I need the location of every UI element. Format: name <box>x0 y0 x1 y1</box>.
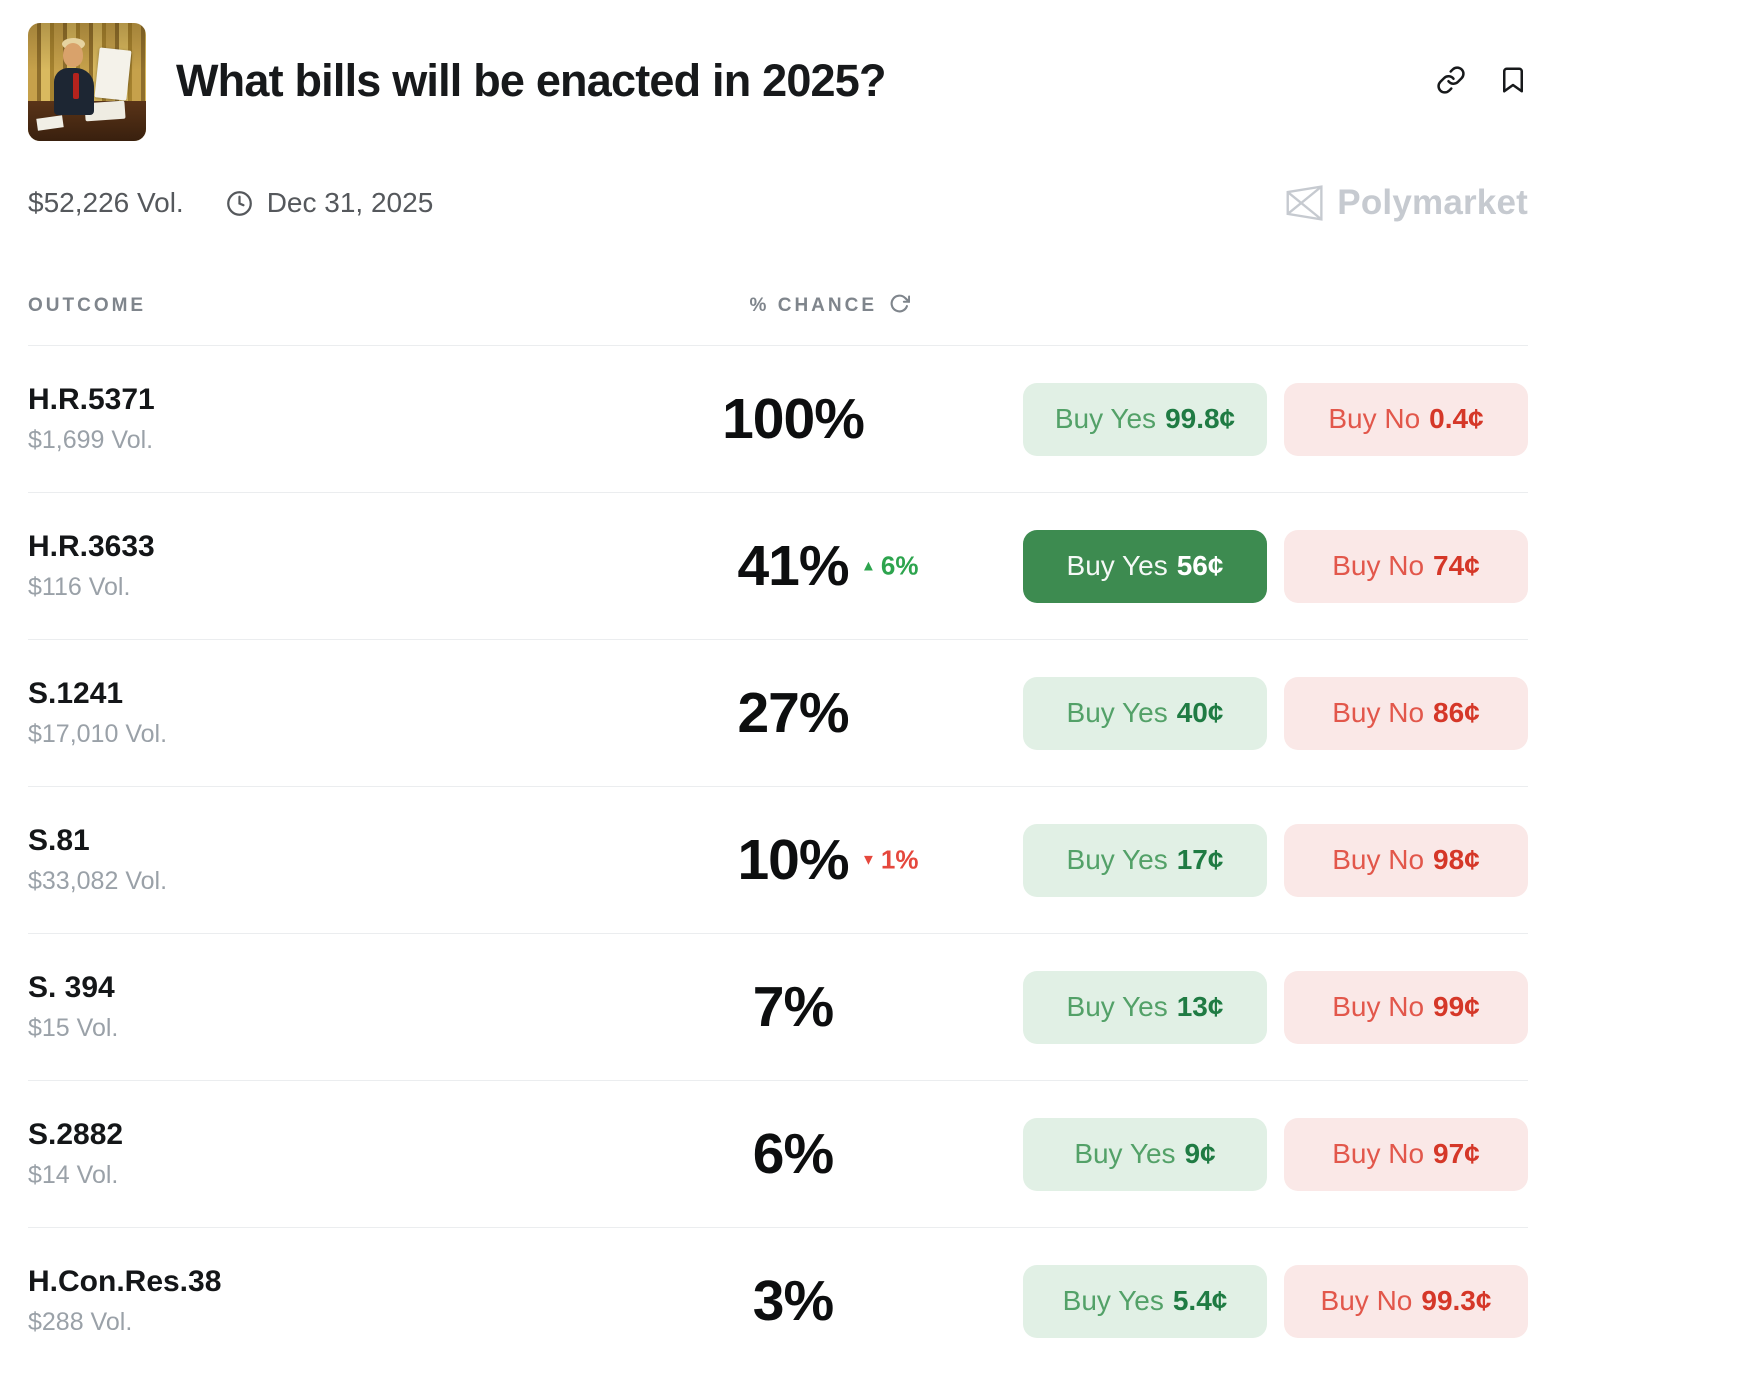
polymarket-logo <box>1286 185 1323 221</box>
buy-no-button[interactable]: Buy No 74¢ <box>1284 529 1528 603</box>
buy-yes-button[interactable]: Buy Yes 5.4¢ <box>1023 1264 1267 1338</box>
outcome-volume: $15 Vol. <box>28 1014 119 1042</box>
buy-no-button[interactable]: Buy No 98¢ <box>1284 823 1528 897</box>
market-title: What bills will be enacted in 2025? <box>176 55 887 106</box>
market-thumbnail-image <box>28 23 146 141</box>
buy-no-label: Buy No <box>1328 403 1421 434</box>
change-arrow-icon: ▼ <box>861 851 876 869</box>
outcome-name: H.R.5371 <box>28 383 155 416</box>
outcome-column-header: OUTCOME <box>28 295 147 316</box>
chance-change: ▲ 6% <box>861 551 918 582</box>
outcome-volume: $1,699 Vol. <box>28 426 154 454</box>
outcome-volume: $14 Vol. <box>28 1161 119 1189</box>
outcome-name: H.R.3633 <box>28 530 155 563</box>
volume-text: $52,226 Vol. <box>28 187 184 218</box>
buy-no-button[interactable]: Buy No 99¢ <box>1284 970 1528 1044</box>
outcome-volume: $33,082 Vol. <box>28 867 168 895</box>
chance-value: 27% <box>737 681 849 745</box>
market-header: What bills will be enacted in 2025? <box>28 23 1528 141</box>
change-value: 1% <box>880 844 919 875</box>
table-row: S.1241 $17,010 Vol. 27% Buy Yes 40¢ Buy … <box>28 639 1528 786</box>
buy-yes-price: 13¢ <box>1176 991 1224 1022</box>
link-icon[interactable] <box>1436 65 1466 100</box>
buy-no-label: Buy No <box>1332 1138 1425 1169</box>
outcome-name: S.2882 <box>28 1118 124 1151</box>
buy-yes-button[interactable]: Buy Yes 9¢ <box>1023 1117 1267 1191</box>
buy-no-price: 99¢ <box>1433 991 1480 1022</box>
buy-yes-label: Buy Yes <box>1062 1285 1164 1316</box>
buy-no-price: 74¢ <box>1433 550 1480 581</box>
buy-yes-button[interactable]: Buy Yes 13¢ <box>1023 970 1267 1044</box>
outcome-name: S. 394 <box>28 971 115 1004</box>
buy-yes-price: 17¢ <box>1176 844 1224 875</box>
buy-yes-label: Buy Yes <box>1066 550 1168 581</box>
buy-no-label: Buy No <box>1332 991 1425 1022</box>
end-date-text: Dec 31, 2025 <box>266 187 434 218</box>
buy-yes-price: 9¢ <box>1184 1138 1216 1169</box>
chance-value: 6% <box>752 1122 834 1186</box>
buy-no-label: Buy No <box>1320 1285 1413 1316</box>
buy-no-button[interactable]: Buy No 86¢ <box>1284 676 1528 750</box>
chance-value: 3% <box>752 1269 834 1333</box>
table-row: H.Con.Res.38 $288 Vol. 3% Buy Yes 5.4¢ B… <box>28 1227 1528 1374</box>
table-row: S.81 $33,082 Vol. 10% ▼ 1% Buy Yes 17¢ B… <box>28 786 1528 933</box>
table-header: OUTCOME % CHANCE <box>28 293 1528 345</box>
clock-icon <box>226 190 253 217</box>
refresh-icon[interactable] <box>889 293 911 319</box>
buy-yes-label: Buy Yes <box>1074 1138 1176 1169</box>
buy-yes-button[interactable]: Buy Yes 99.8¢ <box>1023 382 1267 456</box>
buy-yes-button[interactable]: Buy Yes 40¢ <box>1023 676 1267 750</box>
buy-yes-label: Buy Yes <box>1054 403 1157 434</box>
buy-no-price: 0.4¢ <box>1429 403 1484 434</box>
outcome-name: S.1241 <box>28 677 124 710</box>
chance-column-header: % CHANCE <box>749 295 877 316</box>
buy-no-button[interactable]: Buy No 99.3¢ <box>1284 1264 1528 1338</box>
buy-yes-price: 99.8¢ <box>1165 403 1236 434</box>
buy-no-label: Buy No <box>1332 844 1425 875</box>
buy-no-price: 98¢ <box>1433 844 1480 875</box>
table-row: H.R.3633 $116 Vol. 41% ▲ 6% Buy Yes 56¢ … <box>28 492 1528 639</box>
buy-yes-price: 5.4¢ <box>1172 1285 1228 1316</box>
buy-no-price: 97¢ <box>1433 1138 1480 1169</box>
bookmark-icon[interactable] <box>1498 65 1528 100</box>
buy-no-price: 86¢ <box>1433 697 1480 728</box>
buy-yes-label: Buy Yes <box>1066 697 1168 728</box>
chance-value: 10% <box>737 828 849 892</box>
buy-no-label: Buy No <box>1332 550 1425 581</box>
buy-no-label: Buy No <box>1332 697 1425 728</box>
buy-yes-label: Buy Yes <box>1066 991 1168 1022</box>
outcome-rows: H.R.5371 $1,699 Vol. 100% Buy Yes 99.8¢ … <box>28 345 1528 1374</box>
brand-name: Polymarket <box>1337 183 1528 222</box>
change-arrow-icon: ▲ <box>861 557 876 575</box>
chance-value: 100% <box>722 387 865 451</box>
buy-yes-price: 56¢ <box>1176 550 1224 581</box>
polymarket-brand-link[interactable]: Polymarket <box>1284 183 1528 223</box>
chance-value: 7% <box>752 975 834 1039</box>
buy-no-price: 99.3¢ <box>1421 1285 1492 1316</box>
table-row: H.R.5371 $1,699 Vol. 100% Buy Yes 99.8¢ … <box>28 345 1528 492</box>
buy-yes-price: 40¢ <box>1176 697 1224 728</box>
buy-no-button[interactable]: Buy No 0.4¢ <box>1284 382 1528 456</box>
chance-change: ▼ 1% <box>861 845 918 876</box>
outcome-name: S.81 <box>28 824 90 857</box>
market-meta: $52,226 Vol. Dec 31, 2025 Polymarket <box>28 183 1528 223</box>
buy-no-button[interactable]: Buy No 97¢ <box>1284 1117 1528 1191</box>
chance-value: 41% <box>737 534 849 598</box>
buy-yes-label: Buy Yes <box>1066 844 1168 875</box>
change-value: 6% <box>880 550 919 581</box>
buy-yes-button[interactable]: Buy Yes 56¢ <box>1023 529 1267 603</box>
outcome-volume: $288 Vol. <box>28 1308 133 1336</box>
table-row: S.2882 $14 Vol. 6% Buy Yes 9¢ Buy No 97¢ <box>28 1080 1528 1227</box>
outcome-name: H.Con.Res.38 <box>28 1265 222 1298</box>
buy-yes-button[interactable]: Buy Yes 17¢ <box>1023 823 1267 897</box>
outcome-volume: $116 Vol. <box>28 573 131 601</box>
table-row: S. 394 $15 Vol. 7% Buy Yes 13¢ Buy No 99… <box>28 933 1528 1080</box>
outcome-volume: $17,010 Vol. <box>28 720 168 748</box>
